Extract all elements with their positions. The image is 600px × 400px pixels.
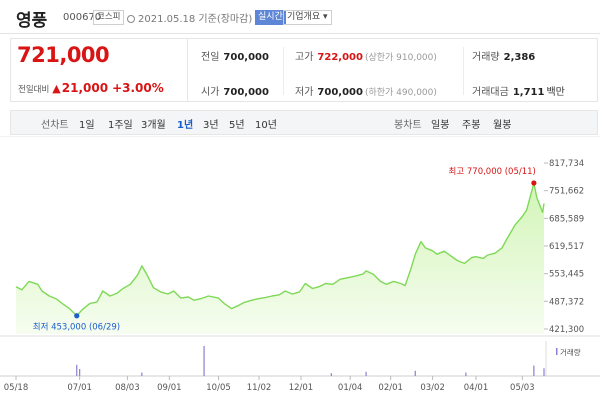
y-tick-label: 817,734 <box>549 159 584 169</box>
y-tick-label: 751,662 <box>549 187 584 197</box>
x-tick-label: 03/02 <box>420 383 445 393</box>
change-amount: 21,000 <box>61 81 109 95</box>
price-change: 전일대비 ▲21,000 +3.00% <box>18 81 164 95</box>
max-point-marker <box>531 180 537 186</box>
stock-code: 000670 <box>63 12 102 23</box>
stat-unit: 백만 <box>546 87 565 98</box>
stat-value: 700,000 <box>317 87 363 98</box>
candle-monthly[interactable]: 월봉 <box>493 120 512 131</box>
volume-bar <box>543 368 545 376</box>
period-5y[interactable]: 5년 <box>229 120 245 131</box>
price-chart: 최고 770,000 (05/11) 최저 453,000 (06/29) 817… <box>0 136 600 393</box>
divider <box>463 47 464 95</box>
stock-header: 영풍 000670 코스피 2021.05.18 기준(장마감) 실시간 기업개… <box>0 0 600 34</box>
stat-value: 700,000 <box>223 87 269 98</box>
stat-turnover: 거래대금 1,711 백만 <box>472 83 565 98</box>
divider <box>283 47 284 95</box>
volume-bar <box>203 345 205 376</box>
period-bar: 선차트 1일 1주일 3개월 1년 3년 5년 10년 봉차트 일봉 주봉 월봉 <box>10 110 598 135</box>
volume-bar <box>79 369 81 376</box>
stat-label: 거래량 <box>472 52 500 63</box>
stat-label: 시가 <box>201 87 220 98</box>
stat-value: 700,000 <box>223 52 269 63</box>
volume-bar <box>533 365 535 376</box>
candle-chart-label: 봉차트 <box>394 120 422 131</box>
line-chart-label: 선차트 <box>41 120 69 131</box>
period-1w[interactable]: 1주일 <box>108 120 133 131</box>
stat-label: 거래대금 <box>472 87 509 98</box>
period-1y[interactable]: 1년 <box>177 120 194 131</box>
stat-volume: 거래량 2,386 <box>472 48 535 63</box>
stat-label: 저가 <box>295 87 314 98</box>
price-area-fill <box>16 183 544 334</box>
x-tick-label: 02/01 <box>378 383 403 393</box>
y-tick-label: 685,589 <box>549 214 584 224</box>
volume-legend-label: 거래량 <box>560 348 581 357</box>
quote-date: 2021.05.18 기준(장마감) <box>127 10 252 25</box>
stat-label: 고가 <box>295 52 314 63</box>
period-3m[interactable]: 3개월 <box>141 120 166 131</box>
volume-bar <box>141 372 143 376</box>
x-tick-label: 01/04 <box>338 383 363 393</box>
price-stats: 전일 700,000 시가 700,000 고가 722,000 (상한가 910,00… <box>188 38 598 102</box>
y-tick-label: 619,517 <box>549 242 584 252</box>
lower-limit: (하한가 490,000) <box>364 88 437 98</box>
x-tick-label: 10/05 <box>206 383 231 393</box>
clock-icon <box>127 15 135 23</box>
upper-limit: (상한가 910,000) <box>364 53 437 63</box>
stat-value: 1,711 <box>512 87 545 98</box>
candle-daily[interactable]: 일봉 <box>431 120 450 131</box>
stock-name: 영풍 <box>16 11 48 31</box>
volume-bar <box>414 370 416 376</box>
company-profile-dropdown[interactable]: 기업개요 ▾ <box>283 10 332 25</box>
stat-label: 전일 <box>201 52 220 63</box>
volume-bar <box>465 372 467 376</box>
volume-legend-icon <box>556 348 558 355</box>
x-tick-label: 05/18 <box>4 383 29 393</box>
stat-open: 시가 700,000 <box>201 83 269 98</box>
price-line <box>15 182 545 317</box>
period-1d[interactable]: 1일 <box>79 120 95 131</box>
change-percent: +3.00% <box>112 81 164 95</box>
stat-value: 722,000 <box>317 52 363 63</box>
y-tick-label: 487,372 <box>549 297 584 307</box>
company-profile-label: 기업개요 <box>287 12 321 22</box>
x-tick-label: 09/01 <box>157 383 182 393</box>
x-tick-label: 08/03 <box>115 383 140 393</box>
min-label: 최저 453,000 (06/29) <box>33 322 120 333</box>
volume-bar <box>76 364 78 376</box>
stat-prev-close: 전일 700,000 <box>201 48 269 63</box>
chevron-down-icon: ▾ <box>323 12 328 22</box>
period-10y[interactable]: 10년 <box>255 120 277 131</box>
realtime-button[interactable]: 실시간 <box>255 10 286 25</box>
volume-bar <box>365 371 367 376</box>
x-tick-label: 12/01 <box>289 383 314 393</box>
current-price: 721,000 <box>17 43 110 67</box>
up-arrow-icon: ▲ <box>52 82 61 95</box>
price-summary: 721,000 전일대비 ▲21,000 +3.00% <box>10 38 188 102</box>
x-tick-label: 07/01 <box>67 383 92 393</box>
stat-low: 저가 700,000 (하한가 490,000) <box>295 83 437 98</box>
stat-value: 2,386 <box>503 52 536 63</box>
market-badge: 코스피 <box>93 10 125 25</box>
y-tick-label: 553,445 <box>549 270 584 280</box>
x-tick-label: 04/01 <box>464 383 489 393</box>
max-label: 최고 770,000 (05/11) <box>449 166 536 177</box>
stat-high: 고가 722,000 (상한가 910,000) <box>295 48 437 63</box>
change-label: 전일대비 <box>18 85 50 95</box>
x-tick-label: 05/03 <box>510 383 535 393</box>
x-tick-label: 11/02 <box>247 383 272 393</box>
period-3y[interactable]: 3년 <box>203 120 219 131</box>
min-point-marker <box>74 313 80 319</box>
volume-bar <box>330 373 332 376</box>
candle-weekly[interactable]: 주봉 <box>462 120 481 131</box>
y-tick-label: 421,300 <box>549 325 584 335</box>
quote-date-text: 2021.05.18 기준(장마감) <box>138 14 253 25</box>
